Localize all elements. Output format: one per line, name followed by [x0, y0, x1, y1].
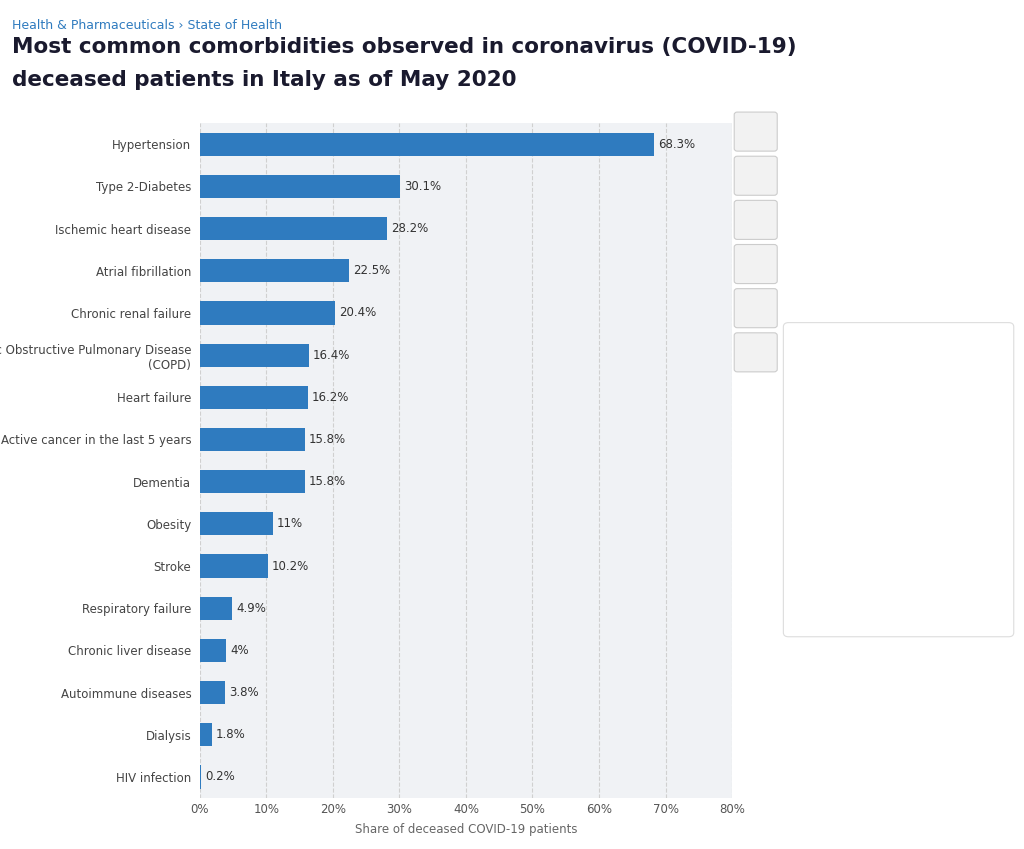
Text: 30.1%: 30.1% [404, 180, 441, 193]
Text: 4.9%: 4.9% [237, 602, 266, 615]
Text: 20.4%: 20.4% [340, 306, 377, 319]
Bar [200, 765, 201, 789]
Bar [200, 175, 400, 198]
Bar [200, 512, 272, 536]
Bar [200, 301, 336, 324]
Bar [200, 344, 309, 367]
Bar [200, 470, 305, 493]
Bar [200, 723, 212, 746]
Text: Region: Region [801, 400, 847, 413]
Text: 15.8%: 15.8% [309, 433, 346, 446]
Text: Health & Pharmaceuticals › State of Health: Health & Pharmaceuticals › State of Heal… [12, 19, 283, 31]
Text: 3.8%: 3.8% [229, 686, 259, 699]
Text: Release date: Release date [801, 344, 887, 357]
Bar [200, 554, 267, 577]
Text: 16.4%: 16.4% [313, 349, 350, 362]
Text: Number of respondents: Number of respondents [801, 512, 957, 525]
Bar [200, 681, 225, 704]
X-axis label: Share of deceased COVID-19 patients: Share of deceased COVID-19 patients [354, 823, 578, 836]
Text: Most common comorbidities observed in coronavirus (COVID-19): Most common comorbidities observed in co… [12, 37, 797, 57]
Text: 28.2%: 28.2% [391, 222, 429, 235]
Text: 16.2%: 16.2% [311, 391, 349, 404]
Text: Survey time period: Survey time period [801, 456, 928, 469]
Text: 11%: 11% [276, 517, 303, 531]
Text: 1.8%: 1.8% [216, 728, 246, 741]
Bar [200, 428, 305, 451]
Text: Italy: Italy [801, 422, 826, 435]
Bar [200, 638, 226, 662]
Text: 0.2%: 0.2% [205, 771, 234, 784]
Text: Special properties: Special properties [801, 568, 922, 581]
Text: 31,096 respondents: 31,096 respondents [801, 534, 919, 547]
Bar [200, 385, 307, 409]
Text: coronavirus deaths: coronavirus deaths [801, 590, 914, 603]
Text: deceased patients in Italy as of May 2020: deceased patients in Italy as of May 202… [12, 70, 517, 90]
Bar [200, 217, 387, 240]
Text: May 2020: May 2020 [801, 366, 859, 379]
Text: 22.5%: 22.5% [353, 264, 391, 278]
Text: 15.8%: 15.8% [309, 475, 346, 488]
Text: 10.2%: 10.2% [271, 559, 309, 572]
Text: 68.3%: 68.3% [658, 138, 695, 150]
Text: 4%: 4% [230, 644, 249, 657]
Text: 2020: 2020 [801, 478, 830, 491]
Bar [200, 259, 349, 283]
Bar [200, 132, 654, 156]
Bar [200, 597, 232, 620]
